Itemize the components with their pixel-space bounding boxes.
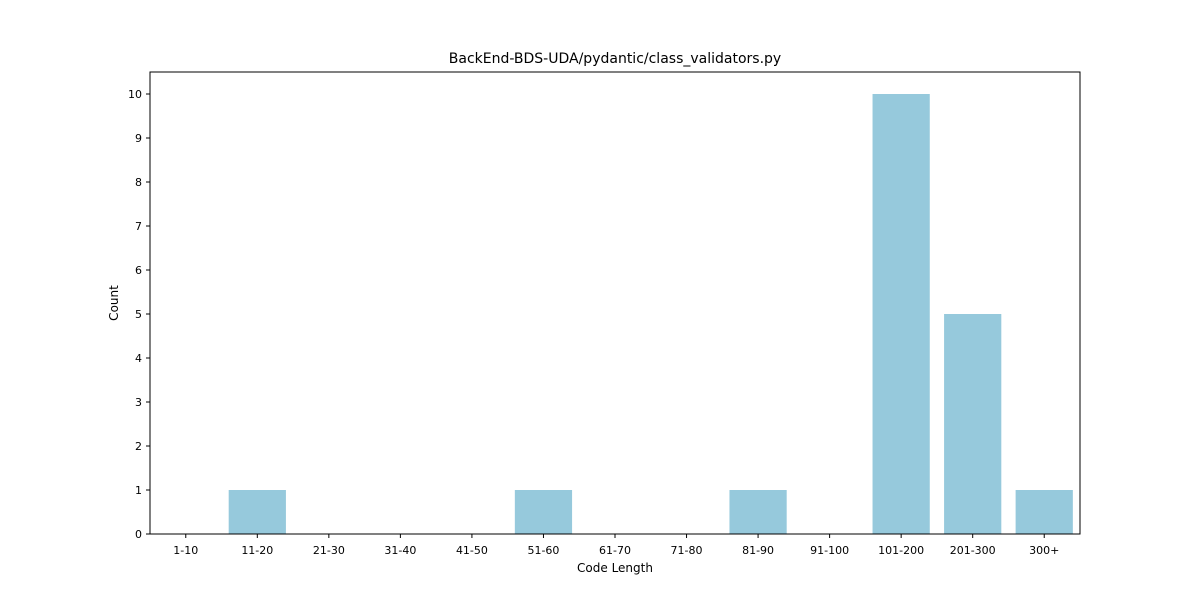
bar-300+ <box>1015 490 1073 534</box>
y-axis-label: Count <box>107 285 121 321</box>
bar-11-20 <box>228 490 286 534</box>
y-axis: 0 1 2 3 4 5 6 7 8 9 10 <box>128 88 150 541</box>
y-tick-label: 1 <box>135 484 142 497</box>
bars-group <box>228 94 1073 534</box>
y-tick-label: 3 <box>135 396 142 409</box>
x-tick-label: 201-300 <box>950 544 996 557</box>
y-tick-label: 9 <box>135 132 142 145</box>
y-tick-label: 8 <box>135 176 142 189</box>
x-tick-label: 1-10 <box>173 544 198 557</box>
y-tick-label: 4 <box>135 352 142 365</box>
bar-101-200 <box>872 94 930 534</box>
x-tick-label: 300+ <box>1029 544 1059 557</box>
y-tick-label: 6 <box>135 264 142 277</box>
bar-81-90 <box>729 490 787 534</box>
x-tick-label: 21-30 <box>313 544 345 557</box>
y-tick-label: 2 <box>135 440 142 453</box>
x-tick-label: 91-100 <box>810 544 849 557</box>
plot-area-frame <box>149 71 1081 535</box>
x-tick-label: 61-70 <box>599 544 631 557</box>
x-tick-label: 41-50 <box>456 544 488 557</box>
y-tick-label: 10 <box>128 88 142 101</box>
bar-201-300 <box>944 314 1002 534</box>
y-tick-label: 0 <box>135 528 142 541</box>
x-tick-label: 51-60 <box>527 544 559 557</box>
x-axis-label: Code Length <box>577 561 653 575</box>
x-tick-label: 81-90 <box>742 544 774 557</box>
x-tick-label: 101-200 <box>878 544 924 557</box>
y-tick-label: 7 <box>135 220 142 233</box>
x-tick-label: 31-40 <box>384 544 416 557</box>
x-tick-label: 11-20 <box>241 544 273 557</box>
bar-51-60 <box>514 490 573 534</box>
x-tick-label: 71-80 <box>671 544 703 557</box>
y-tick-label: 5 <box>135 308 142 321</box>
chart-title: BackEnd-BDS-UDA/pydantic/class_validator… <box>449 51 781 67</box>
x-axis: 1-10 11-20 21-30 31-40 41-50 51-60 61-70 71-80 8… <box>173 534 1059 557</box>
